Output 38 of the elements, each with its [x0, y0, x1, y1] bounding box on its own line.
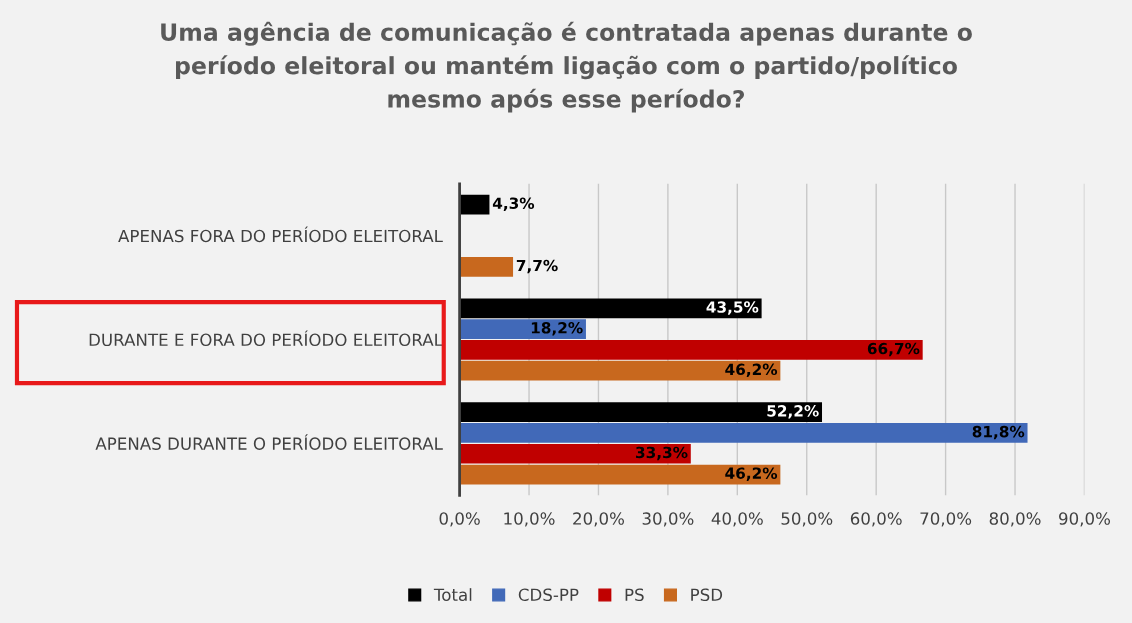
x-tick-label: 0,0%: [439, 512, 480, 527]
y-tick-label: DURANTE E FORA DO PERÍODO ELEITORAL: [89, 330, 443, 347]
bar: [459, 256, 514, 277]
y-tick-label: APENAS FORA DO PERÍODO ELEITORAL: [118, 226, 443, 243]
bar: [459, 443, 691, 464]
bar: [459, 340, 923, 360]
x-tick-label: 80,0%: [989, 512, 1041, 527]
x-tick-label: 50,0%: [781, 512, 833, 527]
bar: [459, 319, 586, 340]
x-tick-label: 40,0%: [711, 512, 763, 527]
legend-label: PSD: [691, 588, 723, 602]
x-tick-label: 90,0%: [1059, 512, 1111, 527]
x-tick-label: 20,0%: [573, 512, 624, 527]
data-label: 18,2%: [531, 322, 583, 336]
y-tick-label: APENAS DURANTE O PERÍODO ELEITORAL: [95, 434, 443, 450]
bar: [459, 423, 1028, 443]
bar: [459, 402, 823, 423]
x-tick-label: 10,0%: [504, 512, 555, 527]
legend-label: CDS-PP: [518, 588, 579, 602]
x-tick-label: 60,0%: [850, 512, 902, 527]
bar: [459, 464, 781, 485]
data-label: 46,2%: [725, 467, 778, 481]
data-label: 81,8%: [972, 425, 1025, 440]
data-label: 66,7%: [867, 342, 920, 357]
bar: [459, 360, 781, 381]
data-label: 33,3%: [636, 446, 688, 461]
data-label: 43,5%: [706, 301, 759, 315]
data-label: 52,2%: [767, 405, 819, 419]
chart-title: Uma agência de comunicação é contratada apenas durante o período eleitoral ou mantém ligação com o partido/político mesmo após esse período?: [161, 21, 972, 113]
data-label: 46,2%: [725, 363, 778, 378]
bar: [459, 298, 762, 319]
data-label: 4,3%: [492, 197, 535, 211]
x-tick-label: 30,0%: [642, 512, 694, 527]
legend-label: Total: [433, 588, 472, 602]
data-label: 7,7%: [516, 259, 558, 274]
x-tick-label: 70,0%: [920, 512, 972, 527]
legend-label: PS: [625, 588, 644, 602]
bar: [459, 194, 490, 215]
